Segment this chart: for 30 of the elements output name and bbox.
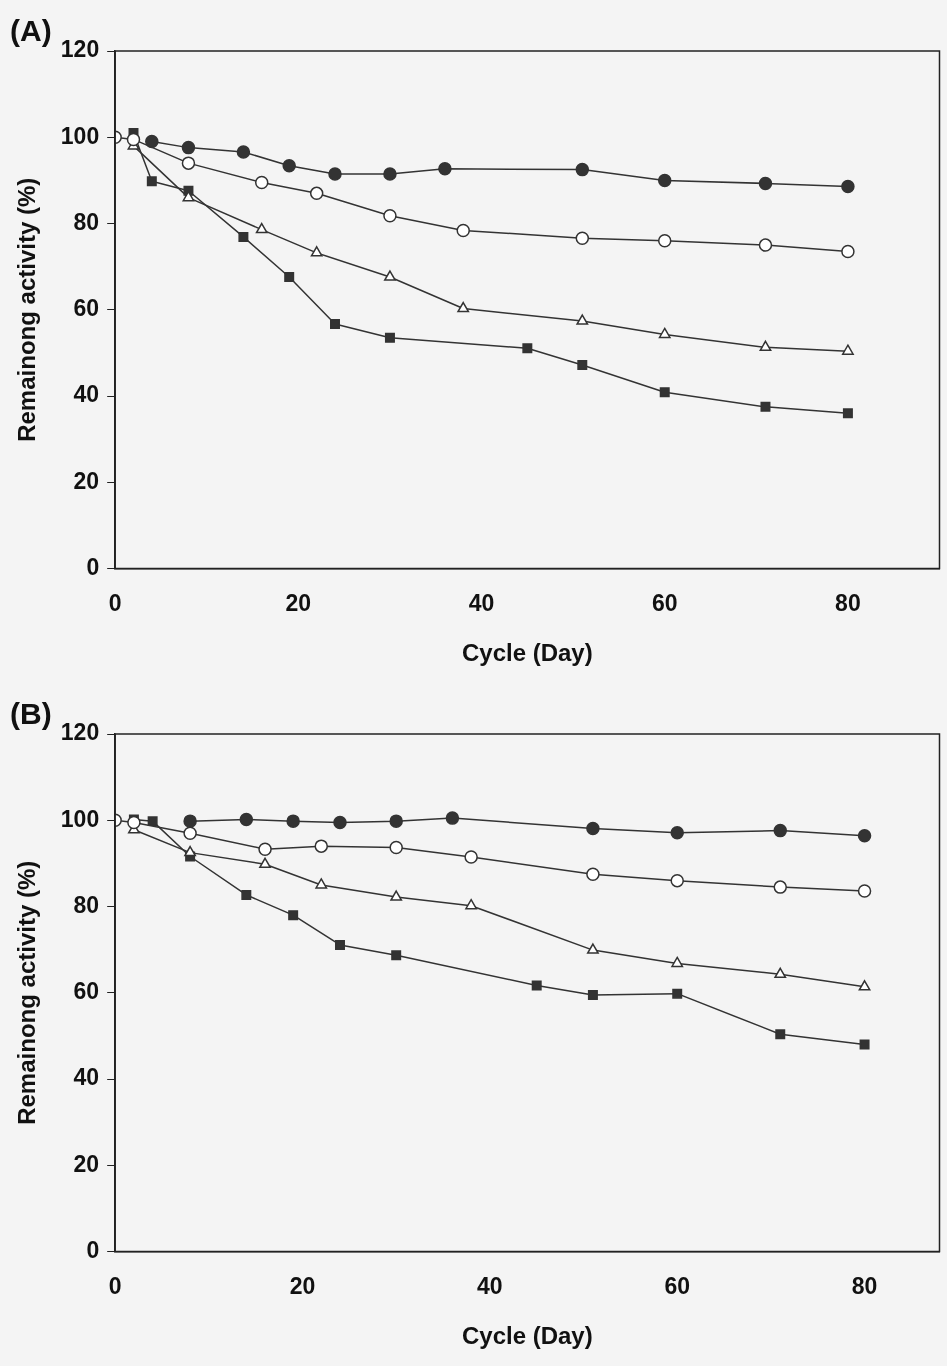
y-tick-label: 120 [60, 719, 100, 746]
y-tick-label: 120 [60, 36, 100, 63]
y-tick-label: 0 [86, 1236, 100, 1263]
x-tick-label: 60 [664, 1272, 691, 1299]
y-tick-label: 100 [60, 805, 100, 832]
x-tick-label: 0 [108, 589, 122, 616]
x-tick-label: 20 [289, 1272, 316, 1299]
x-tick-label: 80 [851, 1272, 878, 1299]
y-tick-label: 60 [73, 978, 100, 1005]
x-axis-title: Cycle (Day) [461, 1322, 593, 1350]
x-tick-label: 40 [477, 1272, 503, 1299]
x-tick-label: 0 [108, 1272, 122, 1299]
y-tick-label: 20 [73, 467, 100, 494]
x-tick-label: 80 [835, 589, 861, 616]
y-axis-title: Remainong activity (%) [13, 177, 41, 442]
x-tick-label: 20 [285, 589, 312, 616]
y-tick-label: 40 [73, 381, 100, 408]
y-axis-title: Remainong activity (%) [13, 860, 41, 1125]
y-tick-label: 0 [86, 553, 100, 580]
chart-title: (A) [10, 14, 52, 48]
y-tick-label: 80 [73, 891, 100, 918]
y-tick-label: 100 [60, 122, 100, 149]
y-tick-label: 80 [73, 208, 100, 235]
y-tick-label: 60 [73, 295, 100, 322]
x-axis-title: Cycle (Day) [461, 639, 593, 667]
chart-title: (B) [10, 697, 52, 731]
x-tick-label: 40 [468, 589, 495, 616]
y-tick-label: 20 [73, 1150, 100, 1177]
x-tick-label: 60 [651, 589, 678, 616]
y-tick-label: 40 [73, 1064, 100, 1091]
